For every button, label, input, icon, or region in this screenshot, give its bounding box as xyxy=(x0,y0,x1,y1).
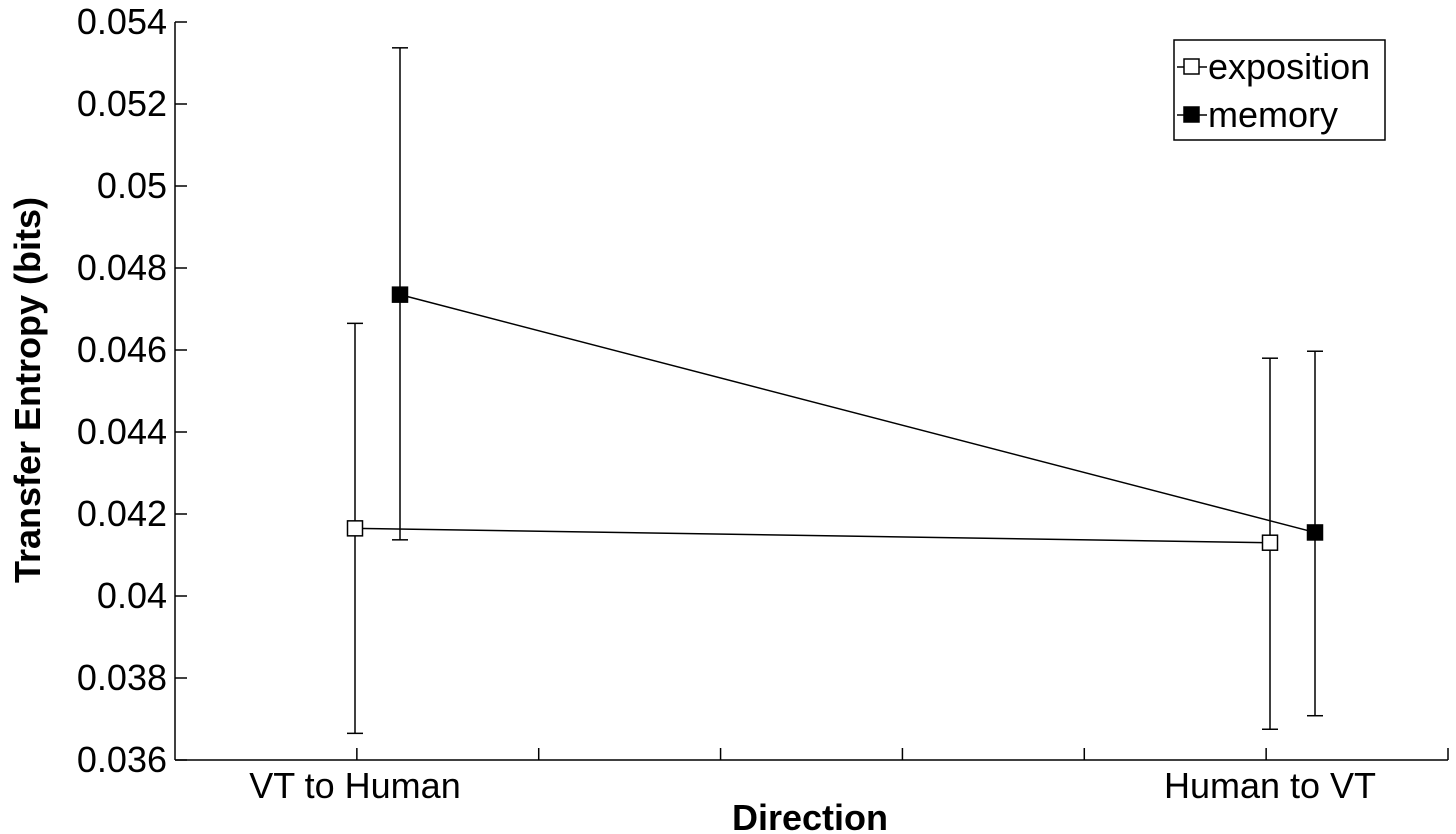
y-tick-label: 0.042 xyxy=(77,493,167,534)
y-tick-label: 0.046 xyxy=(77,329,167,370)
series-memory xyxy=(391,47,1324,717)
legend-marker-exposition xyxy=(1183,58,1200,75)
legend-label-memory: memory xyxy=(1208,94,1338,135)
y-tick-label: 0.052 xyxy=(77,83,167,124)
y-tick-label: 0.04 xyxy=(97,575,167,616)
plot-area xyxy=(174,22,1448,761)
series-line-memory xyxy=(399,293,1316,534)
y-axis: 0.036 0.038 0.04 0.042 0.044 0.046 0.048 0.05 0.… xyxy=(77,1,187,780)
data-point-memory xyxy=(391,286,409,303)
x-tick-label: Human to VT xyxy=(1164,765,1376,806)
data-point-memory xyxy=(1306,524,1324,541)
legend-marker-memory xyxy=(1183,106,1200,123)
y-axis-title: Transfer Entropy (bits) xyxy=(7,197,48,583)
y-tick-label: 0.05 xyxy=(97,165,167,206)
legend-label-exposition: exposition xyxy=(1208,46,1370,87)
legend-box xyxy=(1173,39,1386,141)
series-layer xyxy=(346,47,1324,735)
y-tick-label: 0.038 xyxy=(77,657,167,698)
series-line-exposition xyxy=(354,527,1271,544)
y-tick-label: 0.044 xyxy=(77,411,167,452)
data-point-exposition xyxy=(1261,534,1279,551)
y-tick-label: 0.048 xyxy=(77,247,167,288)
y-tick-label: 0.036 xyxy=(77,739,167,780)
x-axis-title: Direction xyxy=(732,797,888,834)
x-tick-label: VT to Human xyxy=(249,765,460,806)
series-exposition xyxy=(346,322,1279,735)
legend: exposition memory xyxy=(1173,39,1386,141)
data-point-exposition xyxy=(346,520,364,537)
x-axis: VT to Human Human to VT xyxy=(249,748,1449,806)
y-tick-label: 0.054 xyxy=(77,1,167,42)
